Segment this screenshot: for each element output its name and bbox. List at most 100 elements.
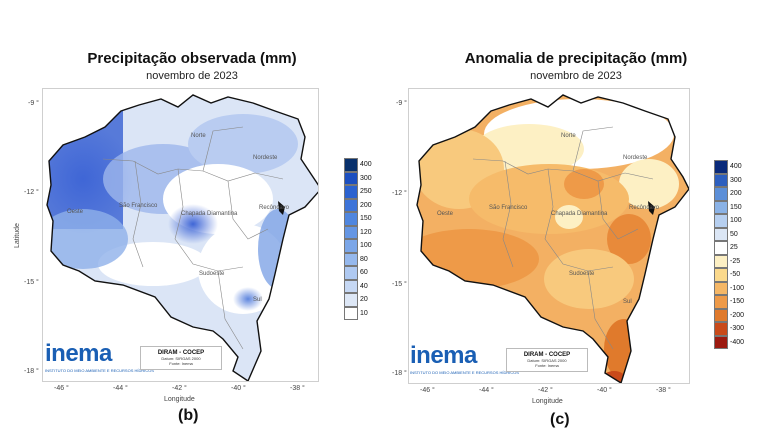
legend-swatch	[344, 212, 358, 226]
legend-label: 20	[360, 296, 368, 303]
legend-swatch	[344, 171, 358, 185]
legend-swatch	[344, 279, 358, 293]
legend-label: -300	[730, 325, 745, 332]
legend-label: 25	[730, 244, 738, 251]
region-label-reconcavo: Recôncavo	[629, 205, 660, 211]
panel-title: Precipitação observada (mm)	[87, 50, 297, 67]
legend-swatch	[344, 158, 358, 172]
region-label-oeste: Oeste	[437, 211, 454, 217]
legend-label: 300	[730, 176, 742, 184]
legend-swatch	[714, 227, 728, 241]
legend-swatch	[714, 173, 728, 187]
legend-label: 100	[730, 217, 742, 224]
bahia-anomaly-map	[416, 94, 690, 385]
legend-label: 200	[360, 201, 372, 209]
legend-label: 150	[360, 215, 372, 222]
info-title: DIRAM - COCEP	[523, 352, 571, 358]
observed-precipitation-panel: Precipitação observada (mm) novembro de …	[14, 50, 372, 424]
legend-label: 60	[360, 269, 368, 276]
legend-swatch	[344, 266, 358, 280]
lat-tick: -12 °	[24, 189, 39, 196]
region-label-nordeste: Nordeste	[253, 155, 278, 161]
legend-swatch	[714, 281, 728, 295]
legend-label: 10	[360, 309, 368, 317]
region-label-norte: Norte	[191, 133, 206, 139]
lat-tick: -9 °	[28, 100, 39, 107]
legend-label: 300	[360, 174, 372, 182]
logo-tagline: INSTITUTO DO MEIO AMBIENTE E RECURSOS HÍ…	[410, 370, 520, 375]
legend-swatch	[714, 187, 728, 201]
region-label-nordeste: Nordeste	[623, 155, 648, 161]
lon-tick: -42 °	[538, 387, 553, 394]
legend-swatch	[344, 306, 358, 320]
legend-swatch	[714, 268, 728, 282]
map-info-box: DIRAM - COCEP Datum: SIRGAS 2000 Fonte: …	[506, 348, 588, 372]
legend-label: 40	[360, 282, 368, 290]
inema-logo: inema INSTITUTO DO MEIO AMBIENTE E RECUR…	[45, 340, 154, 373]
region-label-chapada-diamantina: Chapada Diamantina	[551, 211, 608, 217]
lon-tick: -46 °	[54, 385, 69, 392]
map-frame: Norte Nordeste Oeste São Francisco Chapa…	[408, 88, 690, 385]
region-label-chapada-diamantina: Chapada Diamantina	[181, 211, 238, 217]
legend-swatch	[344, 225, 358, 239]
legend-swatch	[714, 214, 728, 228]
region-label-sao-francisco: São Francisco	[119, 203, 158, 209]
precipitation-anomaly-panel: Anomalia de precipitação (mm) novembro d…	[384, 0, 768, 440]
legend-swatch	[344, 239, 358, 253]
lat-tick: -12 °	[392, 190, 407, 197]
panel-subtitle: novembro de 2023	[530, 70, 622, 82]
map-frame: Norte Nordeste Oeste São Francisco Chapa…	[42, 88, 322, 383]
info-title: DIRAM - COCEP	[157, 350, 205, 356]
legend-label: 200	[730, 190, 742, 197]
legend-swatch	[714, 160, 728, 174]
panel-title: Anomalia de precipitação (mm)	[464, 50, 688, 67]
legend-swatch	[714, 295, 728, 309]
precipitation-legend: 400 300 250 200 150 120 100 80 60 40 20 10	[344, 158, 372, 320]
legend-label: -400	[730, 338, 745, 346]
legend-label: 150	[730, 203, 742, 211]
x-axis-label: Longitude	[164, 396, 195, 403]
legend-label: -200	[730, 311, 745, 319]
legend-label: 400	[360, 161, 372, 168]
lon-tick: -40 °	[597, 387, 612, 394]
panel-letter: (b)	[178, 407, 199, 424]
legend-label: -25	[730, 257, 741, 265]
lon-tick: -38 °	[290, 385, 305, 392]
y-axis-label: Latitude	[14, 223, 21, 248]
lat-tick: -18 °	[24, 368, 39, 375]
lat-tick: -18 °	[392, 370, 407, 377]
lon-tick: -40 °	[231, 385, 246, 392]
info-datum: Datum: SIRGAS 2000	[527, 358, 567, 363]
legend-swatch	[714, 200, 728, 214]
anomaly-legend: 400 300 200 150 100 50 25 -25 -50 -100 -150 -200 -30…	[714, 160, 744, 349]
legend-swatch	[344, 185, 358, 199]
panel-subtitle: novembro de 2023	[146, 70, 238, 82]
legend-swatch	[344, 252, 358, 266]
region-label-sudoeste: Sudoeste	[199, 271, 225, 277]
x-axis-label: Longitude	[532, 398, 563, 405]
legend-label: 120	[360, 228, 372, 236]
region-label-sul: Sul	[253, 297, 262, 303]
legend-swatch	[714, 335, 728, 349]
logo-tagline: INSTITUTO DO MEIO AMBIENTE E RECURSOS HÍ…	[45, 368, 155, 373]
region-label-reconcavo: Recôncavo	[259, 205, 290, 211]
info-source: Fonte: Inema	[169, 361, 193, 366]
logo-wordmark: inema	[410, 342, 477, 369]
legend-label: 50	[730, 230, 738, 238]
legend-swatch	[714, 308, 728, 322]
logo-wordmark: inema	[45, 340, 112, 367]
region-label-norte: Norte	[561, 133, 576, 139]
lat-tick: -15 °	[24, 279, 39, 286]
legend-label: -150	[730, 298, 745, 305]
region-label-sudoeste: Sudoeste	[569, 271, 595, 277]
legend-swatch	[714, 241, 728, 255]
lon-tick: -38 °	[656, 387, 671, 394]
region-label-oeste: Oeste	[67, 209, 84, 215]
legend-label: 400	[730, 163, 742, 170]
legend-label: -50	[730, 271, 741, 278]
info-source: Fonte: Inema	[535, 363, 559, 368]
bahia-precipitation-map	[46, 94, 322, 383]
legend-swatch	[714, 322, 728, 336]
legend-label: 80	[360, 255, 368, 263]
region-label-sao-francisco: São Francisco	[489, 205, 528, 211]
